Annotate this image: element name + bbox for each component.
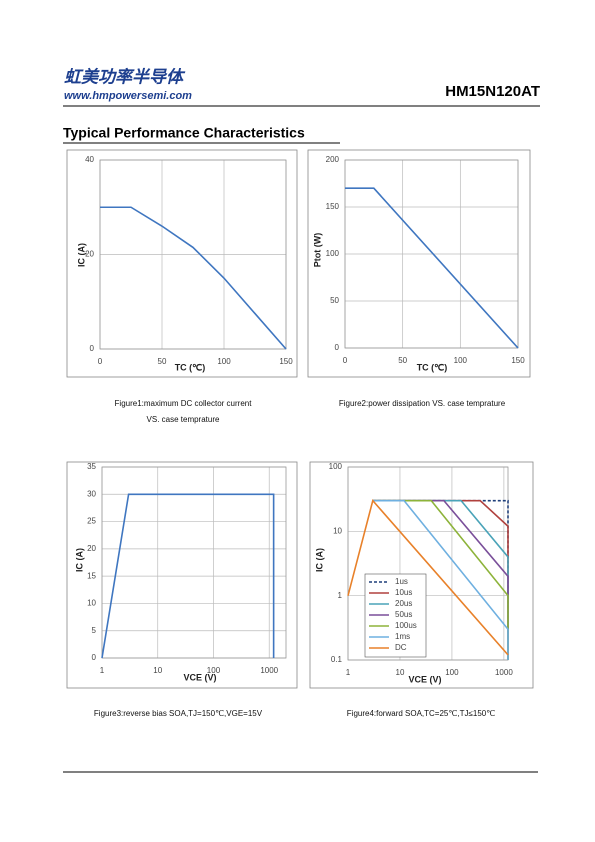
- plot-area: [344, 159, 519, 349]
- y-axis-label: IC (A): [314, 548, 324, 572]
- legend-label: 20us: [395, 599, 412, 608]
- data-line: [347, 498, 509, 656]
- part-number: HM15N120AT: [445, 83, 540, 100]
- legend-label: 100us: [395, 621, 417, 630]
- y-axis-label: IC (A): [74, 548, 84, 572]
- y-tick-label: 25: [87, 517, 96, 526]
- x-tick-label: 1000: [495, 668, 513, 677]
- x-tick-label: 0: [343, 356, 348, 365]
- y-tick-label: 150: [326, 202, 340, 211]
- x-tick-label: 150: [511, 356, 525, 365]
- y-tick-label: 5: [92, 626, 97, 635]
- plot-area: [99, 159, 287, 350]
- y-tick-label: 50: [330, 296, 339, 305]
- figure-caption: Figure4:forward SOA,TC=25℃,TJ≤150℃: [347, 709, 495, 718]
- figure-caption: VS. case temprature: [147, 415, 220, 424]
- x-tick-label: 10: [396, 668, 405, 677]
- y-tick-label: 100: [326, 249, 340, 258]
- x-tick-label: 150: [279, 357, 293, 366]
- y-tick-label: 40: [85, 155, 94, 164]
- company-name: 虹美功率半导体: [64, 67, 186, 86]
- y-tick-label: 0: [90, 344, 95, 353]
- y-tick-label: 0: [92, 653, 97, 662]
- x-tick-label: 1000: [260, 666, 278, 675]
- figure-caption: Figure1:maximum DC collector current: [115, 399, 253, 408]
- plot-area: [101, 466, 287, 659]
- y-tick-label: 1: [338, 591, 343, 600]
- y-tick-label: 0.1: [331, 655, 343, 664]
- figure-caption: Figure2:power dissipation VS. case tempr…: [339, 399, 506, 408]
- data-line: [101, 493, 275, 659]
- x-tick-label: 50: [158, 357, 167, 366]
- x-tick-label: 50: [398, 356, 407, 365]
- x-axis-label: TC (℃): [175, 362, 206, 372]
- figure-caption: Figure3:reverse bias SOA,TJ=150℃,VGE=15V: [94, 709, 263, 718]
- x-axis-label: TC (℃): [417, 362, 448, 372]
- x-tick-label: 0: [98, 357, 103, 366]
- legend-label: 50us: [395, 610, 412, 619]
- chart-frame: [66, 149, 298, 378]
- x-tick-label: 10: [153, 666, 162, 675]
- chart-frame: [307, 149, 531, 378]
- website: www.hmpowersemi.com: [64, 90, 192, 102]
- y-tick-label: 10: [333, 526, 342, 535]
- y-tick-label: 10: [87, 599, 96, 608]
- y-tick-label: 30: [87, 489, 96, 498]
- x-tick-label: 1: [100, 666, 105, 675]
- y-tick-label: 20: [87, 544, 96, 553]
- x-tick-label: 100: [217, 357, 231, 366]
- x-tick-label: 1: [346, 668, 351, 677]
- y-tick-label: 200: [326, 155, 340, 164]
- y-axis-label: IC (A): [76, 243, 86, 267]
- data-line: [100, 206, 287, 350]
- data-line: [345, 187, 519, 349]
- x-tick-label: 100: [207, 666, 221, 675]
- chart-frame: [66, 461, 298, 689]
- data-line: [372, 499, 509, 660]
- y-tick-label: 100: [329, 462, 343, 471]
- legend-label: 10us: [395, 588, 412, 597]
- y-tick-label: 20: [85, 250, 94, 259]
- y-tick-label: 15: [87, 571, 96, 580]
- x-tick-label: 100: [454, 356, 468, 365]
- legend-label: 1us: [395, 577, 408, 586]
- y-tick-label: 35: [87, 462, 96, 471]
- legend-label: 1ms: [395, 632, 410, 641]
- y-tick-label: 0: [335, 343, 340, 352]
- y-axis-label: Ptot (W): [312, 233, 322, 267]
- x-tick-label: 100: [445, 668, 459, 677]
- legend-label: DC: [395, 643, 407, 652]
- x-axis-label: VCE (V): [408, 674, 441, 684]
- section-title: Typical Performance Characteristics: [63, 125, 305, 141]
- x-axis-label: VCE (V): [183, 672, 216, 682]
